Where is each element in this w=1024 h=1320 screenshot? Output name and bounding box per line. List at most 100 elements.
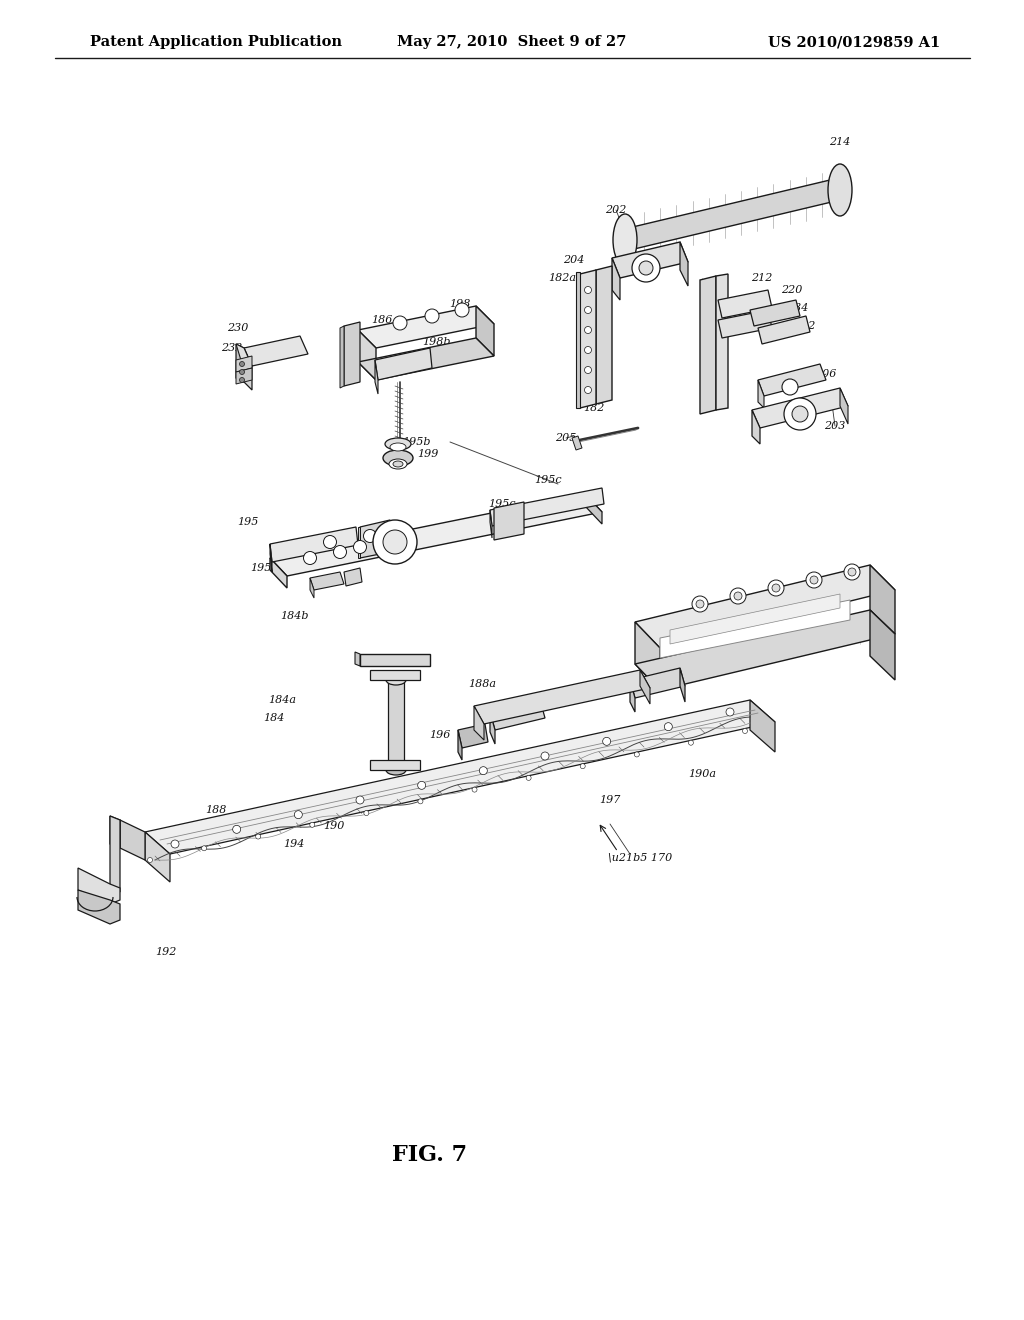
Text: 192: 192 bbox=[156, 946, 177, 957]
Polygon shape bbox=[474, 671, 650, 723]
Polygon shape bbox=[750, 300, 800, 326]
Text: 232: 232 bbox=[221, 343, 243, 352]
Circle shape bbox=[240, 378, 245, 383]
Polygon shape bbox=[270, 544, 272, 572]
Polygon shape bbox=[640, 671, 650, 704]
Polygon shape bbox=[370, 760, 420, 770]
Circle shape bbox=[772, 583, 780, 591]
Circle shape bbox=[310, 822, 314, 828]
Circle shape bbox=[665, 722, 673, 731]
Polygon shape bbox=[236, 345, 244, 381]
Circle shape bbox=[768, 579, 784, 597]
Text: 230: 230 bbox=[227, 323, 249, 333]
Text: 188a: 188a bbox=[468, 678, 496, 689]
Circle shape bbox=[383, 531, 407, 554]
Polygon shape bbox=[236, 345, 252, 370]
Polygon shape bbox=[870, 565, 895, 634]
Circle shape bbox=[810, 576, 818, 583]
Circle shape bbox=[418, 781, 426, 789]
Circle shape bbox=[688, 741, 693, 746]
Polygon shape bbox=[635, 610, 895, 690]
Polygon shape bbox=[78, 869, 120, 904]
Polygon shape bbox=[310, 578, 314, 598]
Circle shape bbox=[692, 597, 708, 612]
Circle shape bbox=[240, 362, 245, 367]
Ellipse shape bbox=[393, 461, 403, 467]
Polygon shape bbox=[572, 436, 582, 450]
Polygon shape bbox=[244, 348, 252, 389]
Polygon shape bbox=[758, 364, 826, 396]
Text: 190: 190 bbox=[324, 821, 345, 832]
Text: 220: 220 bbox=[781, 285, 803, 294]
Text: 198: 198 bbox=[450, 300, 471, 309]
Circle shape bbox=[294, 810, 302, 818]
Circle shape bbox=[364, 810, 369, 816]
Polygon shape bbox=[370, 671, 420, 680]
Polygon shape bbox=[458, 723, 488, 748]
Circle shape bbox=[393, 524, 407, 536]
Polygon shape bbox=[145, 832, 170, 882]
Polygon shape bbox=[110, 816, 120, 847]
Circle shape bbox=[585, 286, 592, 293]
Polygon shape bbox=[236, 356, 252, 372]
Circle shape bbox=[603, 738, 610, 746]
Polygon shape bbox=[344, 322, 360, 385]
Polygon shape bbox=[120, 820, 145, 861]
Polygon shape bbox=[670, 594, 840, 644]
Circle shape bbox=[334, 545, 346, 558]
Circle shape bbox=[726, 708, 734, 715]
Circle shape bbox=[472, 787, 477, 792]
Polygon shape bbox=[270, 527, 358, 562]
Polygon shape bbox=[110, 816, 120, 892]
Text: 195: 195 bbox=[238, 517, 259, 527]
Polygon shape bbox=[490, 510, 492, 539]
Polygon shape bbox=[752, 388, 848, 428]
Text: 184a: 184a bbox=[268, 696, 296, 705]
Circle shape bbox=[303, 552, 316, 565]
Circle shape bbox=[585, 387, 592, 393]
Polygon shape bbox=[474, 706, 484, 741]
Circle shape bbox=[782, 379, 798, 395]
Polygon shape bbox=[750, 700, 775, 752]
Circle shape bbox=[171, 840, 179, 847]
Polygon shape bbox=[360, 653, 430, 667]
Polygon shape bbox=[718, 310, 772, 338]
Circle shape bbox=[373, 520, 417, 564]
Polygon shape bbox=[840, 388, 848, 424]
Circle shape bbox=[147, 858, 153, 862]
Circle shape bbox=[356, 796, 364, 804]
Text: Patent Application Publication: Patent Application Publication bbox=[90, 36, 342, 49]
Text: 202: 202 bbox=[605, 205, 627, 215]
Text: 196: 196 bbox=[429, 730, 451, 741]
Polygon shape bbox=[270, 494, 602, 576]
Polygon shape bbox=[758, 380, 764, 408]
Circle shape bbox=[585, 367, 592, 374]
Polygon shape bbox=[270, 558, 287, 587]
Circle shape bbox=[526, 775, 531, 780]
Text: 188: 188 bbox=[206, 805, 226, 814]
Polygon shape bbox=[476, 306, 494, 356]
Polygon shape bbox=[635, 565, 895, 648]
Polygon shape bbox=[340, 326, 344, 388]
Polygon shape bbox=[355, 652, 360, 667]
Circle shape bbox=[541, 752, 549, 760]
Polygon shape bbox=[244, 337, 308, 366]
Polygon shape bbox=[700, 276, 716, 414]
Text: 234: 234 bbox=[787, 304, 809, 313]
Circle shape bbox=[730, 587, 746, 605]
Ellipse shape bbox=[385, 438, 411, 450]
Polygon shape bbox=[716, 275, 728, 411]
Text: 195b: 195b bbox=[401, 437, 430, 447]
Polygon shape bbox=[358, 527, 360, 558]
Circle shape bbox=[324, 536, 337, 549]
Polygon shape bbox=[78, 890, 120, 924]
Circle shape bbox=[202, 846, 207, 851]
Ellipse shape bbox=[386, 766, 406, 775]
Polygon shape bbox=[596, 267, 612, 404]
Polygon shape bbox=[758, 315, 810, 345]
Circle shape bbox=[734, 591, 742, 601]
Polygon shape bbox=[145, 700, 775, 854]
Polygon shape bbox=[680, 242, 688, 286]
Polygon shape bbox=[344, 568, 362, 586]
Polygon shape bbox=[490, 711, 495, 744]
